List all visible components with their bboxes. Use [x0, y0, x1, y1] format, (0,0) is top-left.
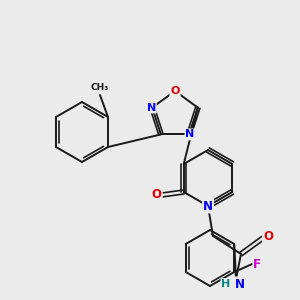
- Text: H: H: [221, 279, 231, 289]
- Text: N: N: [203, 200, 213, 212]
- Text: CH₃: CH₃: [91, 83, 109, 92]
- Text: N: N: [185, 129, 195, 140]
- Text: O: O: [263, 230, 273, 244]
- Text: N: N: [235, 278, 245, 290]
- Text: F: F: [253, 257, 261, 271]
- Text: N: N: [146, 103, 156, 112]
- Text: O: O: [170, 86, 180, 96]
- Text: O: O: [152, 188, 162, 202]
